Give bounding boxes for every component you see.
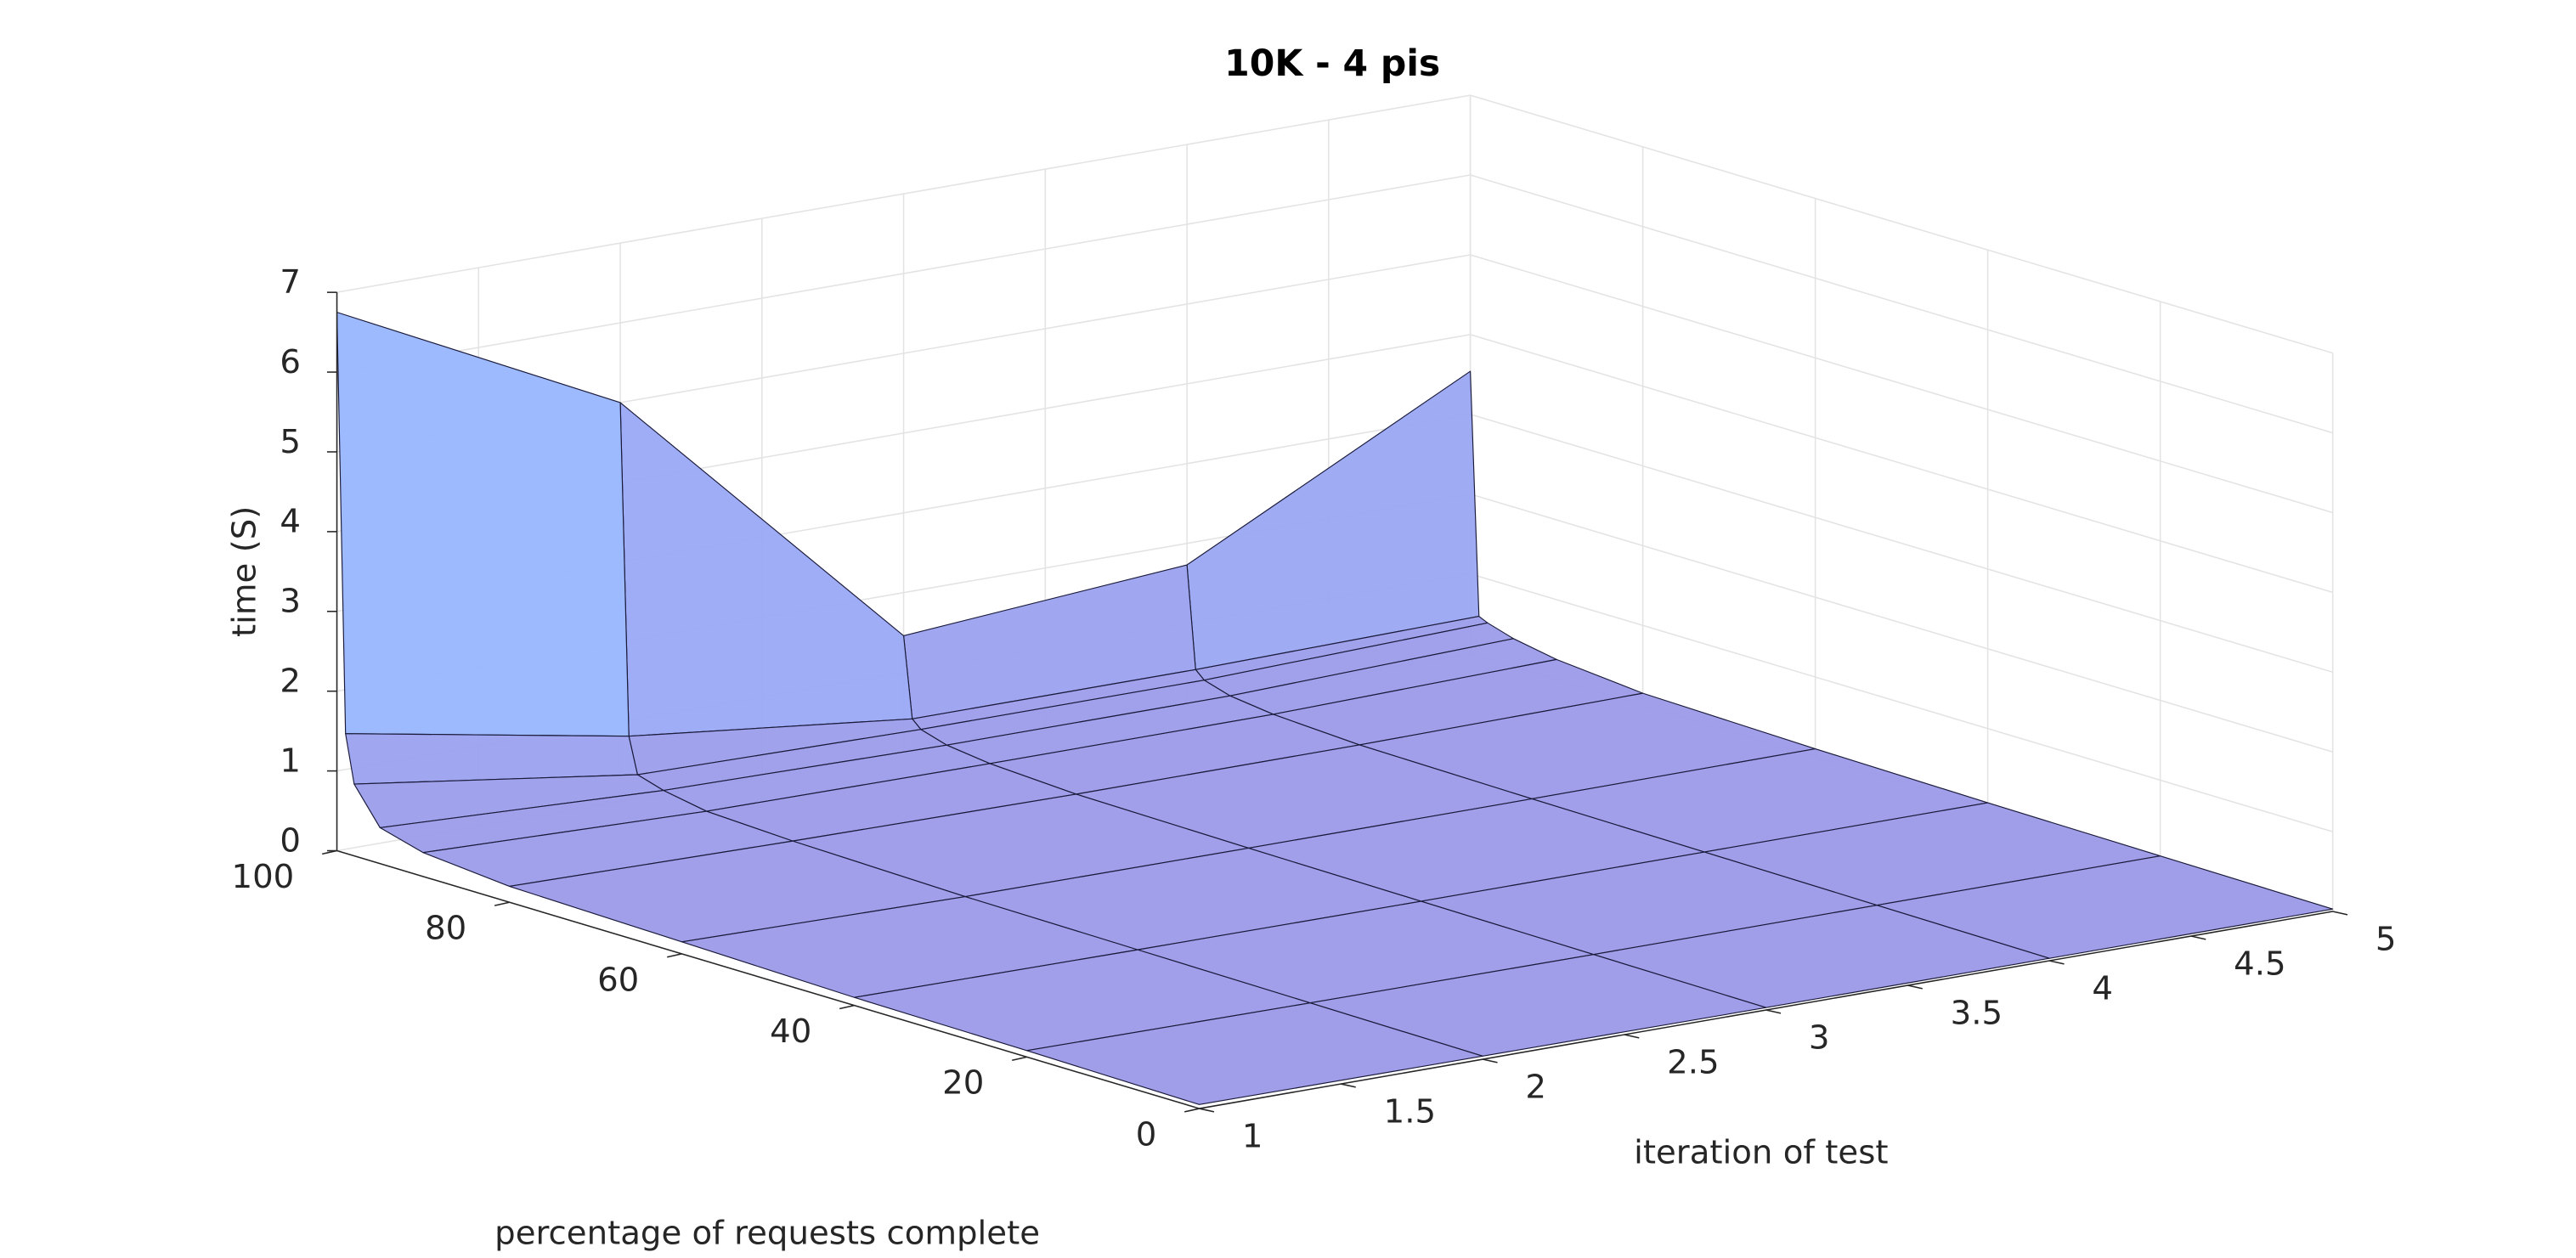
- x-tick: [2332, 911, 2348, 916]
- y-tick-label: 80: [425, 910, 466, 948]
- x-tick-label: 1: [1242, 1117, 1263, 1155]
- surface-patch: [619, 402, 913, 737]
- y-tick-label: 100: [231, 858, 294, 896]
- y-axis: [336, 849, 1200, 1109]
- x-tick: [1199, 1108, 1215, 1113]
- x-axis-label: iteration of test: [1634, 1134, 1888, 1172]
- grid-line: [336, 174, 1471, 373]
- x-tick: [1341, 1083, 1356, 1088]
- z-tick-label: 7: [280, 263, 301, 302]
- y-axis-label: percentage of requests complete: [494, 1214, 1040, 1252]
- z-tick-label: 5: [280, 423, 301, 461]
- x-tick-label: 3: [1809, 1018, 1830, 1057]
- grid-line: [1470, 174, 2333, 434]
- z-tick-label: 2: [280, 663, 301, 701]
- z-tick-label: 3: [280, 583, 301, 621]
- y-tick-label: 0: [1136, 1115, 1157, 1154]
- x-tick: [1624, 1034, 1640, 1039]
- z-tick-label: 6: [280, 343, 301, 381]
- x-tick: [2190, 935, 2206, 940]
- x-tick: [1907, 984, 1923, 990]
- y-tick-label: 60: [597, 961, 639, 999]
- surface: [336, 312, 2334, 1105]
- x-tick: [1482, 1058, 1498, 1063]
- x-tick: [1765, 1009, 1782, 1014]
- grid-line: [1470, 334, 2333, 594]
- grid-line: [1470, 573, 2333, 832]
- z-tick-label: 0: [280, 821, 301, 860]
- y-tick: [1184, 1108, 1200, 1113]
- y-tick-label: 20: [942, 1064, 984, 1103]
- grid-line: [1470, 94, 2333, 354]
- y-tick: [321, 849, 337, 855]
- x-tick-label: 2.5: [1667, 1043, 1719, 1081]
- x-tick-label: 1.5: [1384, 1092, 1436, 1131]
- z-axis-label: time (S): [226, 506, 264, 637]
- y-tick-label: 40: [770, 1013, 811, 1051]
- front-layer: 0 1 2 3 4 5 6 7 0 20 40 60 80 100 1 1.5 2 2.5 3 3.5 4 4.5 5: [231, 263, 2396, 1155]
- x-tick-label: 4: [2092, 969, 2113, 1007]
- x-tick-label: 3.5: [1951, 994, 2003, 1032]
- grid-line: [336, 94, 1471, 293]
- z-tick-label: 4: [280, 503, 301, 541]
- x-tick-label: 4.5: [2234, 945, 2285, 983]
- chart-title: 10K - 4 pis: [1224, 43, 1440, 85]
- y-tick: [666, 953, 682, 958]
- y-tick: [494, 901, 510, 906]
- x-tick-label: 5: [2375, 920, 2397, 958]
- x-tick-label: 2: [1525, 1068, 1546, 1106]
- z-tick-label: 1: [280, 742, 301, 780]
- y-tick: [1012, 1056, 1027, 1061]
- grid-line: [1470, 254, 2333, 514]
- x-tick: [2048, 960, 2065, 965]
- y-tick: [839, 1004, 855, 1010]
- grid-line: [1470, 493, 2333, 753]
- surface-patch: [1026, 1002, 1483, 1105]
- surface-patch: [336, 312, 630, 737]
- grid-line: [1470, 414, 2333, 674]
